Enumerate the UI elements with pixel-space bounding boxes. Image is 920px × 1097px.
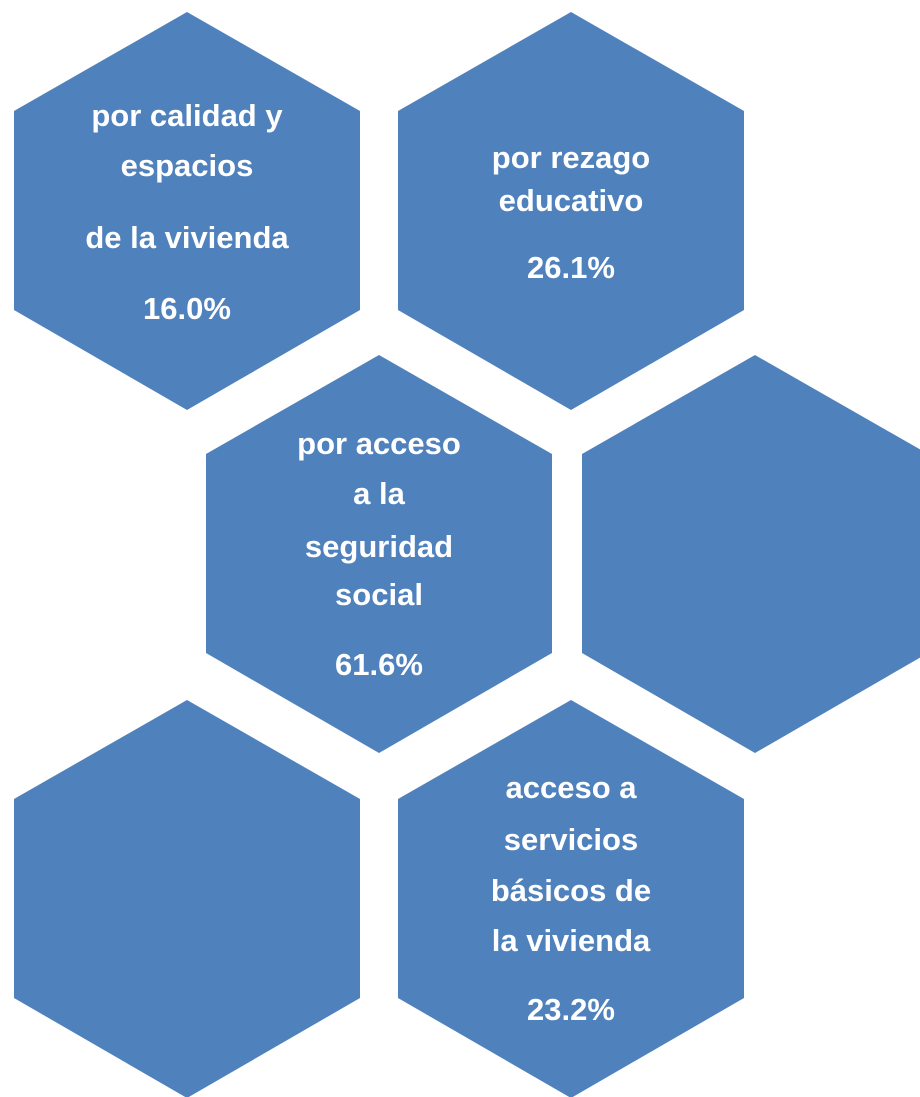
node-label: educativo [499,183,644,218]
node-label: por rezago [492,140,650,175]
node-value: 26.1% [527,250,615,285]
hexagon [582,355,920,753]
node-label: acceso a [506,770,638,805]
hexagon [398,12,744,410]
node-label: básicos de [491,873,651,908]
node-label: de la vivienda [85,220,289,255]
node-label: servicios [504,822,638,857]
node-label: social [335,577,423,612]
node-label: por acceso [297,426,461,461]
node-label: por calidad y [91,98,283,133]
node-label: seguridad [305,529,453,564]
node-value: 23.2% [527,992,615,1027]
node-value: 16.0% [143,291,231,326]
node-label: a la [353,476,405,511]
hexagon [398,700,744,1097]
node-label: la vivienda [492,923,651,958]
hexagon [206,355,552,753]
hexagon [14,12,360,410]
node-label: espacios [121,148,254,183]
node-value: 61.6% [335,647,423,682]
hexagon [14,700,360,1097]
